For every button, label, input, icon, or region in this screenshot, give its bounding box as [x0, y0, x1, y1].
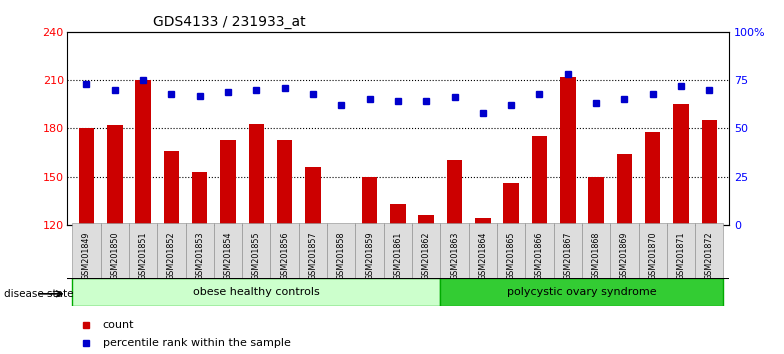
Text: GSM201872: GSM201872 [705, 231, 713, 280]
Bar [582, 223, 610, 278]
Text: GSM201853: GSM201853 [195, 231, 204, 280]
Bar [673, 104, 689, 225]
Text: GSM201857: GSM201857 [308, 231, 318, 280]
Bar [305, 167, 321, 225]
Bar [72, 278, 441, 306]
Bar [214, 223, 242, 278]
Text: GDS4133 / 231933_at: GDS4133 / 231933_at [153, 16, 306, 29]
Bar [299, 223, 327, 278]
Bar [412, 223, 441, 278]
Bar [164, 151, 180, 225]
Bar [532, 136, 547, 225]
Text: GSM201850: GSM201850 [111, 231, 119, 280]
Text: GSM201859: GSM201859 [365, 231, 374, 280]
Text: GSM201849: GSM201849 [82, 231, 91, 280]
Text: count: count [103, 320, 134, 330]
Bar [158, 223, 186, 278]
Bar [503, 183, 519, 225]
Bar [554, 223, 582, 278]
Text: GSM201865: GSM201865 [506, 231, 516, 280]
Text: GSM201867: GSM201867 [563, 231, 572, 280]
Bar [192, 172, 208, 225]
Bar [447, 160, 463, 225]
Text: GSM201863: GSM201863 [450, 231, 459, 280]
Text: GSM201868: GSM201868 [592, 231, 601, 280]
Text: GSM201855: GSM201855 [252, 231, 261, 280]
Bar [249, 124, 264, 225]
Bar [695, 223, 724, 278]
Bar [220, 139, 236, 225]
Bar [242, 223, 270, 278]
Text: GSM201851: GSM201851 [139, 231, 147, 280]
Bar [129, 223, 158, 278]
Text: GSM201864: GSM201864 [478, 231, 488, 280]
Bar [100, 223, 129, 278]
Text: obese healthy controls: obese healthy controls [193, 287, 320, 297]
Bar [610, 223, 638, 278]
Text: GSM201861: GSM201861 [394, 231, 402, 280]
Text: GSM201870: GSM201870 [648, 231, 657, 280]
Bar [419, 215, 434, 225]
Text: GSM201858: GSM201858 [337, 231, 346, 280]
Bar [277, 139, 292, 225]
Bar [667, 223, 695, 278]
Text: GSM201852: GSM201852 [167, 231, 176, 280]
Bar [441, 278, 724, 306]
Bar [638, 223, 667, 278]
Bar [441, 223, 469, 278]
Bar [469, 223, 497, 278]
Bar [107, 125, 122, 225]
Bar [475, 218, 491, 225]
Bar [645, 132, 660, 225]
Bar [186, 223, 214, 278]
Bar [136, 80, 151, 225]
Bar [72, 223, 100, 278]
Bar [270, 223, 299, 278]
Text: polycystic ovary syndrome: polycystic ovary syndrome [507, 287, 657, 297]
Text: GSM201869: GSM201869 [620, 231, 629, 280]
Bar [390, 204, 405, 225]
Bar [560, 77, 575, 225]
Text: GSM201856: GSM201856 [280, 231, 289, 280]
Text: GSM201854: GSM201854 [223, 231, 233, 280]
Bar [616, 154, 632, 225]
Text: GSM201866: GSM201866 [535, 231, 544, 280]
Text: disease state: disease state [4, 289, 74, 299]
Bar [588, 177, 604, 225]
Text: GSM201862: GSM201862 [422, 231, 430, 280]
Bar [383, 223, 412, 278]
Bar [497, 223, 525, 278]
Bar [355, 223, 383, 278]
Bar [702, 120, 717, 225]
Bar [361, 177, 377, 225]
Text: percentile rank within the sample: percentile rank within the sample [103, 338, 291, 348]
Text: GSM201871: GSM201871 [677, 231, 685, 280]
Bar [78, 128, 94, 225]
Bar [327, 223, 355, 278]
Bar [525, 223, 554, 278]
